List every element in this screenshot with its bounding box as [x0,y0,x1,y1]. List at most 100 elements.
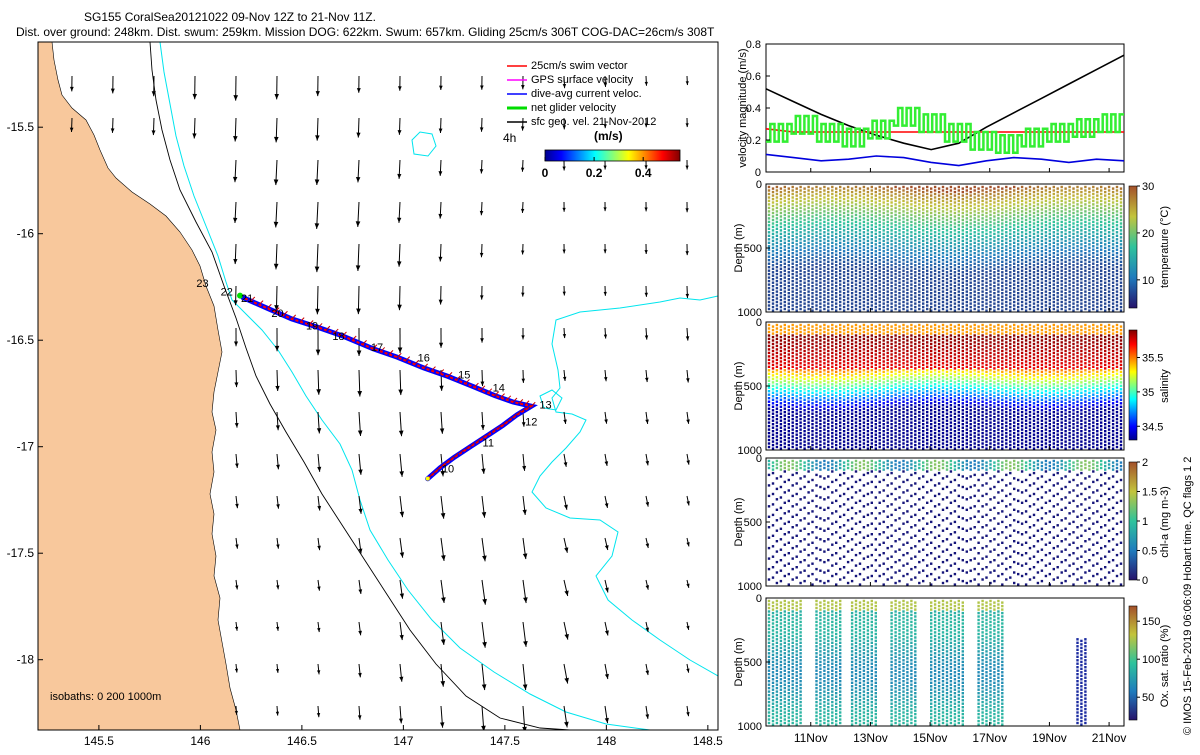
section-sample [788,233,790,235]
section-sample [989,235,991,237]
section-sample [792,439,794,441]
section-sample [855,210,857,212]
section-sample [815,203,817,205]
section-sample [839,221,841,223]
section-sample [879,308,881,310]
section-sample [863,270,865,272]
section-sample [1029,214,1031,216]
section-sample [981,249,983,251]
section-sample [894,196,896,198]
section-sample [859,233,861,235]
section-sample [954,226,956,228]
section-sample [799,235,801,237]
section-sample [815,327,817,329]
section-sample [1057,282,1059,284]
section-sample [796,350,798,352]
section-sample [807,231,809,233]
section-sample [1001,205,1003,207]
section-sample [946,275,948,277]
section-sample [974,266,976,268]
section-sample [847,280,849,282]
section-sample [989,259,991,261]
section-sample [835,233,837,235]
section-sample [970,233,972,235]
section-sample [851,350,853,352]
section-sample [823,338,825,340]
section-sample [1064,250,1066,252]
section-sample [1108,280,1110,282]
section-sample [1100,249,1102,251]
section-sample [883,364,885,366]
section-sample [918,214,920,216]
section-sample [875,194,877,196]
section-sample [1057,187,1059,189]
section-sample [1104,250,1106,252]
section-sample [863,242,865,244]
section-sample [851,416,853,418]
section-sample [815,397,817,399]
section-sample [1045,280,1047,282]
section-sample [1049,187,1051,189]
section-sample [879,193,881,195]
section-sample [871,189,873,191]
section-sample [934,259,936,261]
section-sample [811,409,813,411]
section-sample [1041,187,1043,189]
section-sample [887,390,889,392]
section-sample [843,222,845,224]
section-sample [879,186,881,188]
section-sample [890,346,892,348]
section-sample [1049,222,1051,224]
section-sample [863,352,865,354]
section-sample [863,414,865,416]
section-sample [1053,228,1055,230]
section-sample [796,364,798,366]
section-sample [788,205,790,207]
section-sample [1088,268,1090,270]
section-sample [1025,254,1027,256]
section-sample [1033,257,1035,259]
section-sample [843,215,845,217]
section-sample [855,404,857,406]
section-sample [784,270,786,272]
section-sample [859,261,861,263]
section-sample [1104,205,1106,207]
track-end-marker [426,477,430,481]
section-sample [966,301,968,303]
section-sample [981,280,983,282]
section-sample [902,245,904,247]
section-sample [823,214,825,216]
section-sample [981,273,983,275]
section-sample [1072,275,1074,277]
section-sample [887,383,889,385]
section-sample [985,306,987,308]
section-sample [890,336,892,338]
section-sample [1076,214,1078,216]
section-sample [1009,222,1011,224]
section-sample [871,324,873,326]
section-sample [1061,231,1063,233]
section-sample [803,360,805,362]
section-sample [803,353,805,355]
section-sample [867,250,869,252]
track-label: 13 [539,399,551,411]
section-sample [879,380,881,382]
section-sample [894,276,896,278]
section-sample [807,341,809,343]
section-sample [788,191,790,193]
section-sample [1049,240,1051,242]
section-sample [914,194,916,196]
section-sample [867,402,869,404]
section-sample [796,434,798,436]
section-sample [835,364,837,366]
section-sample [796,402,798,404]
section-sample [926,256,928,258]
section-sample [819,437,821,439]
section-sample [772,395,774,397]
section-sample [819,261,821,263]
section-sample [879,200,881,202]
section-sample [867,309,869,311]
section-sample [1013,193,1015,195]
section-sample [1061,297,1063,299]
section-sample [792,369,794,371]
